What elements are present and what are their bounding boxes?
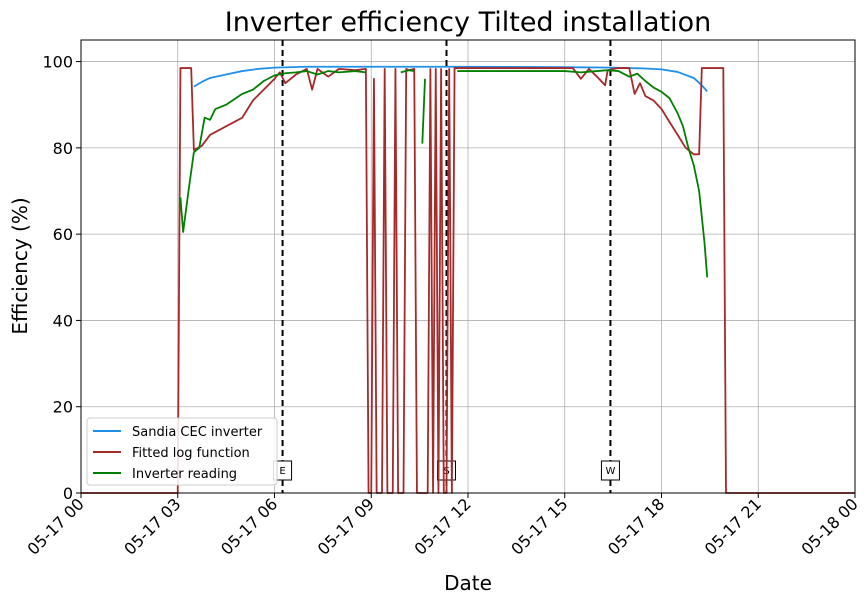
y-tick-label: 0	[63, 484, 73, 503]
direction-label-box	[600, 460, 620, 481]
legend-box	[86, 417, 278, 486]
x-tick-label: 05-17 18	[604, 494, 668, 558]
legend-label: Inverter reading	[132, 467, 237, 482]
y-tick-label: 60	[53, 225, 73, 244]
series-line-inverter-reading	[179, 70, 366, 233]
x-axis-label: Date	[444, 571, 492, 595]
x-tick-label: 05-17 03	[120, 494, 184, 558]
chart-title: Inverter efficiency Tilted installation	[225, 7, 712, 38]
series-line-inverter-reading	[421, 78, 426, 144]
x-tick-label: 05-17 21	[701, 494, 765, 558]
x-tick-label: 05-17 15	[507, 494, 571, 558]
x-tick-label: 05-18 00	[798, 494, 862, 558]
x-tick-label: 05-17 00	[24, 494, 88, 558]
legend-label: Sandia CEC inverter	[132, 425, 263, 440]
direction-label: W	[605, 466, 615, 477]
y-tick-label: 20	[53, 398, 73, 417]
series-line-inverter-reading	[457, 69, 709, 278]
x-tick-label: 05-17 09	[314, 494, 378, 558]
legend: Sandia CEC inverter Fitted log function In…	[86, 417, 278, 486]
direction-label: E	[279, 466, 285, 477]
x-tick-label: 05-17 12	[411, 494, 475, 558]
x-tick-label: 05-17 06	[217, 494, 281, 558]
x-ticks: 05-17 00 05-17 03 05-17 06 05-17 09 05-17 12…	[24, 493, 862, 559]
series-line-sandia-cec-inverter	[193, 65, 708, 92]
y-tick-label: 40	[53, 311, 73, 330]
y-axis-label: Efficiency (%)	[8, 197, 32, 334]
y-ticks: 0 20 40 60 80 100	[42, 53, 81, 503]
y-tick-label: 80	[53, 139, 73, 158]
legend-label: Fitted log function	[132, 446, 250, 461]
series-line-inverter-reading	[400, 69, 415, 74]
y-tick-label: 100	[42, 53, 73, 72]
